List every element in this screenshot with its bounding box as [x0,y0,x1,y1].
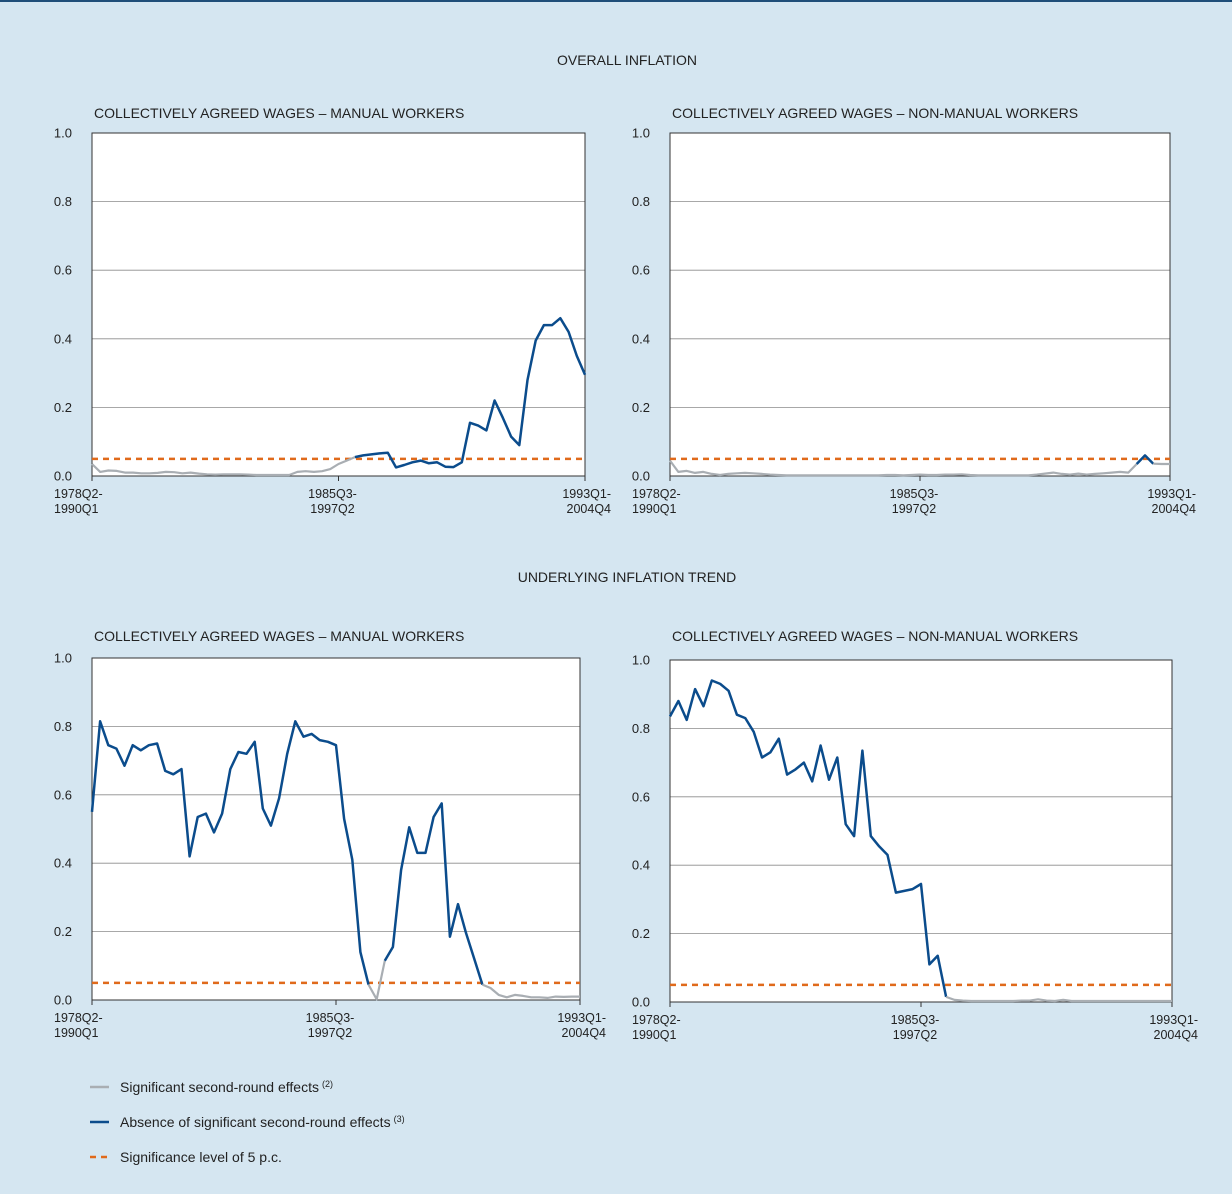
y-tick-label: 0.6 [54,787,72,802]
series-absence-line [383,802,484,985]
series-absence-line [668,679,948,998]
y-tick-label: 1.0 [632,126,650,141]
y-tick-label: 0.4 [632,858,650,873]
y-tick-label: 0.2 [54,924,72,939]
top-rule [0,0,1232,2]
y-tick-label: 0.6 [632,263,650,278]
y-tick-label: 0.0 [632,995,650,1010]
x-tick-label: 1993Q1- [562,487,611,501]
y-tick-label: 0.2 [632,926,650,941]
y-tick-label: 1.0 [54,126,72,141]
legend-label-significant: Significant second-round effects (2) [120,1079,333,1095]
y-tick-label: 0.8 [54,194,72,209]
series-absence-line [1135,454,1155,465]
series-significant-line [367,960,386,1001]
x-tick-label: 1985Q3- [891,1013,940,1027]
y-tick-label: 0.8 [632,721,650,736]
y-tick-label: 0.2 [54,400,72,415]
y-tick-label: 0.2 [632,400,650,415]
x-tick-label: 2004Q4 [1152,502,1197,516]
chart-title: COLLECTIVELY AGREED WAGES – NON-MANUAL W… [672,628,1078,644]
x-tick-label: 1997Q2 [892,502,937,516]
chart-panels: COLLECTIVELY AGREED WAGES – MANUAL WORKE… [54,105,1198,1042]
legend: Significant second-round effects (2) Abse… [90,1079,405,1165]
y-tick-label: 0.0 [632,469,650,484]
x-tick-label: 1985Q3- [308,487,357,501]
series-significant-line [669,459,1138,477]
chart-underlying-nonmanual: COLLECTIVELY AGREED WAGES – NON-MANUAL W… [632,628,1198,1042]
chart-title: COLLECTIVELY AGREED WAGES – MANUAL WORKE… [94,105,464,121]
legend-label-threshold: Significance level of 5 p.c. [120,1149,282,1165]
x-tick-label: 1997Q2 [308,1026,353,1040]
x-tick-label: 1985Q3- [306,1011,355,1025]
x-tick-label: 1990Q1 [54,1026,99,1040]
chart-underlying-manual: COLLECTIVELY AGREED WAGES – MANUAL WORKE… [54,628,606,1040]
chart-overall-manual: COLLECTIVELY AGREED WAGES – MANUAL WORKE… [54,105,611,516]
x-tick-label: 1997Q2 [893,1028,938,1042]
y-tick-label: 1.0 [632,653,650,668]
plot-area [670,133,1170,476]
x-tick-label: 1978Q2- [632,487,681,501]
chart-overall-nonmanual: COLLECTIVELY AGREED WAGES – NON-MANUAL W… [632,105,1196,516]
section-title-underlying: UNDERLYING INFLATION TREND [518,569,737,585]
x-tick-label: 1993Q1- [1147,487,1196,501]
y-tick-label: 0.4 [632,331,650,346]
series-absence-line [90,720,370,985]
chart-title: COLLECTIVELY AGREED WAGES – NON-MANUAL W… [672,105,1078,121]
y-tick-label: 1.0 [54,651,72,666]
x-tick-label: 1990Q1 [54,502,99,516]
x-tick-label: 1985Q3- [890,487,939,501]
legend-item-significant: Significant second-round effects (2) [90,1079,333,1095]
plot-area [92,133,585,476]
x-tick-label: 1993Q1- [1149,1013,1198,1027]
y-tick-label: 0.8 [54,719,72,734]
y-tick-label: 0.0 [54,469,72,484]
legend-item-absence: Absence of significant second-round effe… [90,1114,405,1130]
x-tick-label: 1978Q2- [632,1013,681,1027]
x-tick-label: 2004Q4 [1154,1028,1199,1042]
series-significant-line [481,983,580,1000]
legend-label-absence: Absence of significant second-round effe… [120,1114,405,1130]
plot-area [670,660,1172,1002]
x-tick-label: 1990Q1 [632,1028,677,1042]
x-tick-label: 1993Q1- [557,1011,606,1025]
x-tick-label: 1997Q2 [310,502,355,516]
y-tick-label: 0.6 [54,263,72,278]
chart-title: COLLECTIVELY AGREED WAGES – MANUAL WORKE… [94,628,464,644]
series-significant-line [945,995,1172,1003]
section-title-overall: OVERALL INFLATION [557,52,697,68]
series-absence-line [354,316,587,469]
series-significant-line [91,456,356,477]
x-tick-label: 1978Q2- [54,1011,103,1025]
plot-area [92,658,580,1000]
x-tick-label: 2004Q4 [562,1026,607,1040]
x-tick-label: 2004Q4 [567,502,612,516]
legend-item-threshold: Significance level of 5 p.c. [90,1149,282,1165]
x-tick-label: 1990Q1 [632,502,677,516]
y-tick-label: 0.4 [54,331,72,346]
y-tick-label: 0.0 [54,993,72,1008]
y-tick-label: 0.4 [54,856,72,871]
y-tick-label: 0.8 [632,194,650,209]
y-tick-label: 0.6 [632,789,650,804]
x-tick-label: 1978Q2- [54,487,103,501]
